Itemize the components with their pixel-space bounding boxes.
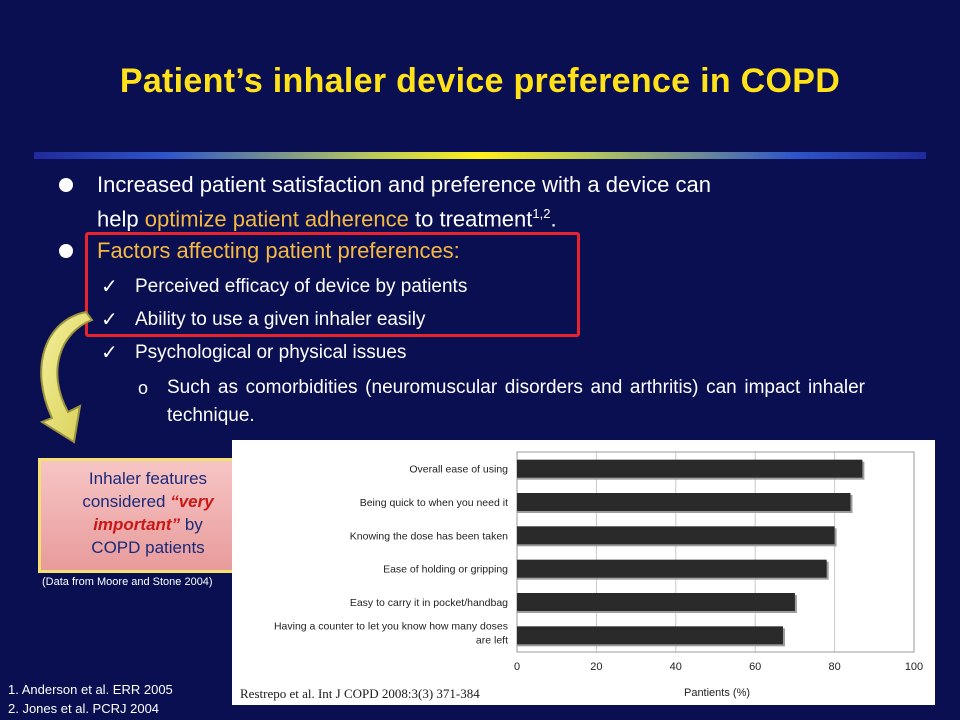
- bullet-factors: Factors affecting patient preferences:: [97, 238, 460, 263]
- category-label: Knowing the dose has been taken: [350, 530, 508, 542]
- title-divider: [34, 152, 926, 159]
- bullet-1-line2-pre: help: [97, 206, 145, 232]
- x-tick-label: 100: [905, 661, 923, 673]
- reference-item: 2. Jones et al. PCRJ 2004: [8, 701, 160, 716]
- callout-box: Inhaler features considered “very import…: [38, 458, 258, 573]
- category-label: Overall ease of using: [409, 464, 508, 476]
- curved-arrow-icon: [39, 310, 94, 444]
- bullet-1-highlight: optimize patient adherence: [144, 206, 409, 232]
- factor-item: Psychological or physical issues: [135, 342, 407, 363]
- bullet-1-superscript: 1,2: [532, 206, 551, 221]
- category-label: Being quick to when you need it: [360, 497, 508, 509]
- bullet-dot-1: [59, 178, 73, 192]
- sub-bullet-marker: o: [138, 378, 149, 398]
- bar: [517, 626, 783, 645]
- bullet-1-line2-post: to treatment: [408, 206, 533, 232]
- x-tick-label: 0: [514, 661, 520, 673]
- bar: [517, 526, 835, 545]
- x-tick-label: 60: [749, 661, 761, 673]
- bar: [517, 459, 863, 478]
- bullet-satisfaction: Increased patient satisfaction and prefe…: [97, 170, 857, 233]
- callout-line1: Inhaler features: [88, 469, 208, 488]
- callout-line3: by: [180, 515, 203, 534]
- x-tick-label: 20: [590, 661, 602, 673]
- citation: Restrepo et al. Int J COPD 2008:3(3) 371…: [240, 686, 480, 701]
- bullet-dot-2: [59, 244, 73, 258]
- data-source-note: (Data from Moore and Stone 2004): [42, 576, 213, 588]
- slide-title: Patient’s inhaler device preference in C…: [119, 62, 841, 100]
- bar: [517, 593, 795, 611]
- bar: [517, 493, 851, 511]
- category-label: Ease of holding or gripping: [383, 564, 508, 576]
- bar-chart: Overall ease of using Being quick to when…: [274, 451, 923, 699]
- callout-emphasis: important”: [93, 515, 181, 534]
- factor-item: Ability to use a given inhaler easily: [135, 309, 426, 330]
- x-tick-label: 80: [828, 661, 840, 673]
- category-label: are left: [476, 634, 508, 646]
- plot-frame: [516, 451, 915, 653]
- check-icon: ✓: [101, 276, 118, 298]
- category-label: Having a counter to let you know how man…: [274, 620, 508, 632]
- callout-emphasis: “very: [170, 492, 214, 511]
- references: 1. Anderson et al. ERR 2005 2. Jones et …: [8, 680, 173, 718]
- reference-item: 1. Anderson et al. ERR 2005: [8, 682, 173, 697]
- chart-panel: Overall ease of using Being quick to when…: [232, 440, 935, 705]
- bar: [517, 559, 827, 578]
- highlight-box: [85, 232, 580, 337]
- factor-item: Perceived efficacy of device by patients: [135, 276, 468, 297]
- check-icon: ✓: [101, 342, 118, 364]
- check-icon: ✓: [101, 309, 118, 331]
- callout-line2: considered: [82, 492, 171, 511]
- x-tick-label: 40: [670, 661, 682, 673]
- x-axis-label: Pantients (%): [684, 687, 750, 699]
- comorbidities-note: Such as comorbidities (neuromuscular dis…: [167, 377, 865, 426]
- bullet-1-line1: Increased patient satisfaction and prefe…: [97, 172, 711, 197]
- category-label: Easy to carry it in pocket/handbag: [350, 597, 508, 609]
- bullet-1-end: .: [550, 206, 557, 232]
- callout-line4: COPD patients: [91, 538, 205, 557]
